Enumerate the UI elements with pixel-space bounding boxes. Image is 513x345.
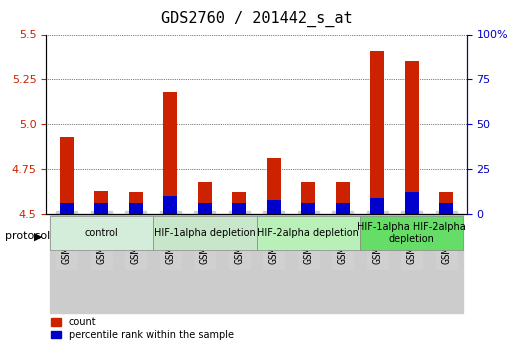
Bar [370, 198, 384, 214]
Text: control: control [85, 228, 118, 238]
FancyBboxPatch shape [50, 216, 153, 250]
Bar [198, 203, 212, 214]
Bar [188, 214, 222, 313]
Bar [439, 203, 453, 214]
Bar [336, 203, 349, 214]
Bar [164, 92, 177, 214]
Bar [394, 214, 429, 313]
Bar [60, 137, 74, 214]
Text: GDS2760 / 201442_s_at: GDS2760 / 201442_s_at [161, 10, 352, 27]
Bar [325, 214, 360, 313]
Bar [267, 199, 281, 214]
Bar [301, 203, 315, 214]
Bar [119, 214, 153, 313]
Bar [94, 203, 108, 214]
Text: HIF-2alpha depletion: HIF-2alpha depletion [258, 228, 359, 238]
Text: HIF-1alpha depletion: HIF-1alpha depletion [154, 228, 255, 238]
Bar [164, 196, 177, 214]
Bar [198, 181, 212, 214]
Bar [232, 193, 246, 214]
Bar [232, 203, 246, 214]
FancyBboxPatch shape [256, 216, 360, 250]
Bar [336, 181, 349, 214]
Text: HIF-1alpha HIF-2alpha
depletion: HIF-1alpha HIF-2alpha depletion [357, 222, 466, 244]
Bar [267, 158, 281, 214]
Bar [291, 214, 325, 313]
Bar [129, 203, 143, 214]
Bar [439, 193, 453, 214]
Bar [256, 214, 291, 313]
FancyBboxPatch shape [360, 216, 463, 250]
Bar [360, 214, 394, 313]
Bar [60, 203, 74, 214]
Bar [50, 214, 84, 313]
Bar [129, 193, 143, 214]
Bar [84, 214, 119, 313]
Bar [405, 193, 419, 214]
FancyBboxPatch shape [153, 216, 256, 250]
Bar [94, 190, 108, 214]
Bar [429, 214, 463, 313]
Bar [405, 61, 419, 214]
Bar [222, 214, 256, 313]
Bar [370, 51, 384, 214]
Text: ▶: ▶ [34, 231, 43, 241]
Legend: count, percentile rank within the sample: count, percentile rank within the sample [51, 317, 233, 340]
Bar [301, 181, 315, 214]
Bar [153, 214, 188, 313]
Text: protocol: protocol [5, 231, 50, 241]
